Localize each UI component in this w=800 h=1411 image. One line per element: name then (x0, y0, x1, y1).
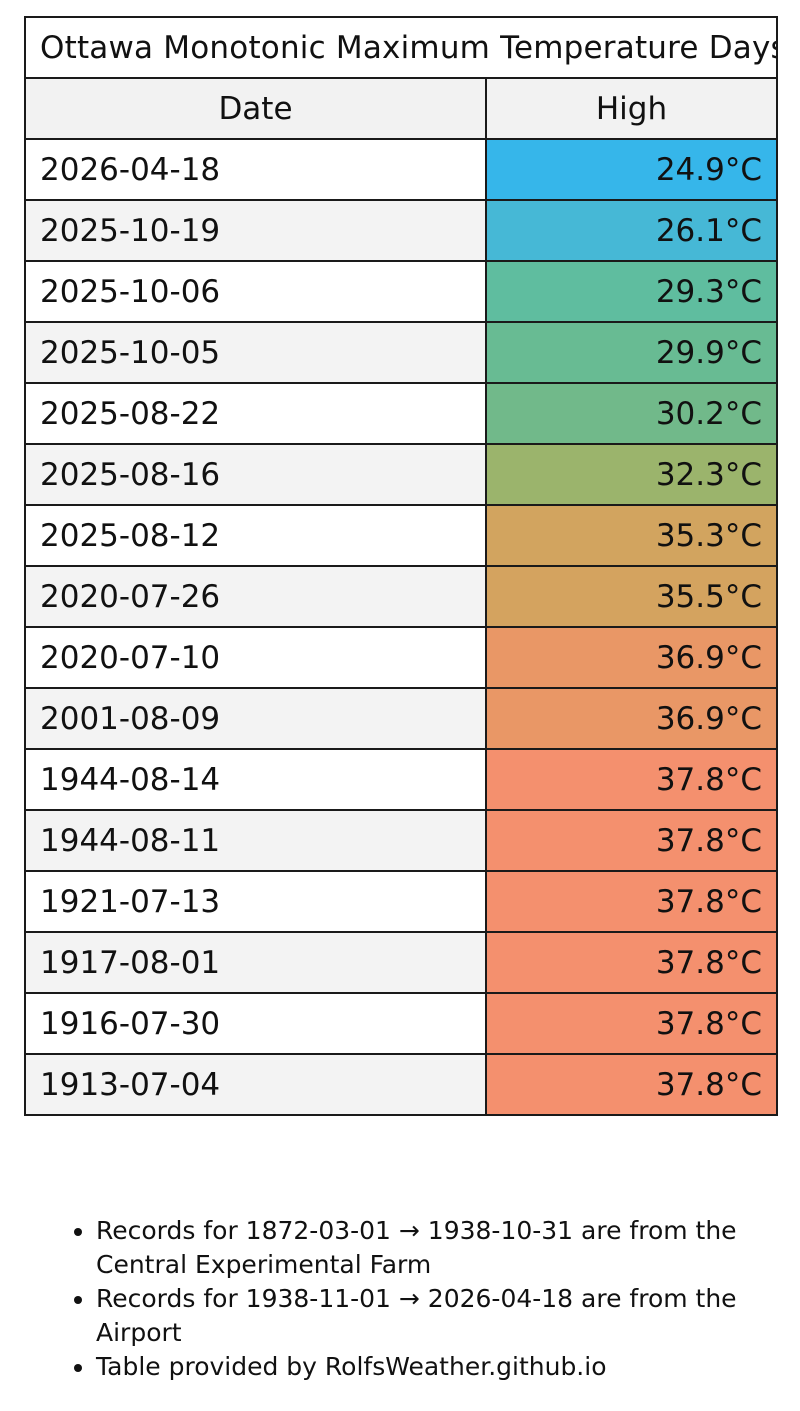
table-row: 1916-07-30 37.8°C (24, 992, 778, 1055)
table-row: 2020-07-26 35.5°C (24, 565, 778, 628)
date-cell: 2025-08-12 (24, 504, 487, 567)
table-row: 2026-04-18 24.9°C (24, 138, 778, 201)
high-temperature-cell: 35.5°C (485, 565, 778, 628)
high-temperature-cell: 35.3°C (485, 504, 778, 567)
table-row: 2025-10-05 29.9°C (24, 321, 778, 384)
high-temperature-cell: 36.9°C (485, 687, 778, 750)
table-row: 1913-07-04 37.8°C (24, 1053, 778, 1116)
column-header-date: Date (24, 77, 487, 140)
footnote-item: Records for 1872-03-01 → 1938-10-31 are … (96, 1214, 800, 1282)
date-cell: 1944-08-11 (24, 809, 487, 872)
header-row: Date High (24, 77, 778, 140)
table-row: 1944-08-11 37.8°C (24, 809, 778, 872)
high-temperature-cell: 26.1°C (485, 199, 778, 262)
date-cell: 2020-07-26 (24, 565, 487, 628)
high-temperature-cell: 36.9°C (485, 626, 778, 689)
date-cell: 2025-10-19 (24, 199, 487, 262)
high-temperature-cell: 32.3°C (485, 443, 778, 506)
date-cell: 1913-07-04 (24, 1053, 487, 1116)
footnote-item: Table provided by RolfsWeather.github.io (96, 1350, 800, 1384)
date-cell: 2025-08-16 (24, 443, 487, 506)
high-temperature-cell: 29.3°C (485, 260, 778, 323)
date-cell: 2025-08-22 (24, 382, 487, 445)
high-temperature-cell: 37.8°C (485, 992, 778, 1055)
high-temperature-cell: 30.2°C (485, 382, 778, 445)
table-row: 2025-10-19 26.1°C (24, 199, 778, 262)
table-row: 2025-08-16 32.3°C (24, 443, 778, 506)
title-row: Ottawa Monotonic Maximum Temperature Day… (24, 16, 778, 79)
high-temperature-cell: 37.8°C (485, 809, 778, 872)
date-cell: 2025-10-05 (24, 321, 487, 384)
footnotes-list: Records for 1872-03-01 → 1938-10-31 are … (48, 1214, 800, 1384)
date-cell: 1944-08-14 (24, 748, 487, 811)
high-temperature-cell: 37.8°C (485, 1053, 778, 1116)
high-temperature-cell: 37.8°C (485, 748, 778, 811)
date-cell: 1921-07-13 (24, 870, 487, 933)
table-body: 2026-04-18 24.9°C 2025-10-19 26.1°C 2025-10-… (24, 138, 778, 1116)
footnote-item: Records for 1938-11-01 → 2026-04-18 are … (96, 1282, 800, 1350)
table-row: 2025-08-22 30.2°C (24, 382, 778, 445)
table-row: 1921-07-13 37.8°C (24, 870, 778, 933)
date-cell: 1917-08-01 (24, 931, 487, 994)
table-title: Ottawa Monotonic Maximum Temperature Day… (24, 16, 778, 79)
table-row: 1917-08-01 37.8°C (24, 931, 778, 994)
table-row: 2025-10-06 29.3°C (24, 260, 778, 323)
temperature-table: Ottawa Monotonic Maximum Temperature Day… (24, 16, 778, 1116)
date-cell: 2001-08-09 (24, 687, 487, 750)
high-temperature-cell: 29.9°C (485, 321, 778, 384)
column-header-high: High (485, 77, 778, 140)
date-cell: 2026-04-18 (24, 138, 487, 201)
high-temperature-cell: 37.8°C (485, 870, 778, 933)
table-row: 2001-08-09 36.9°C (24, 687, 778, 750)
table-row: 2020-07-10 36.9°C (24, 626, 778, 689)
date-cell: 1916-07-30 (24, 992, 487, 1055)
date-cell: 2025-10-06 (24, 260, 487, 323)
date-cell: 2020-07-10 (24, 626, 487, 689)
high-temperature-cell: 37.8°C (485, 931, 778, 994)
table-row: 2025-08-12 35.3°C (24, 504, 778, 567)
high-temperature-cell: 24.9°C (485, 138, 778, 201)
table-row: 1944-08-14 37.8°C (24, 748, 778, 811)
